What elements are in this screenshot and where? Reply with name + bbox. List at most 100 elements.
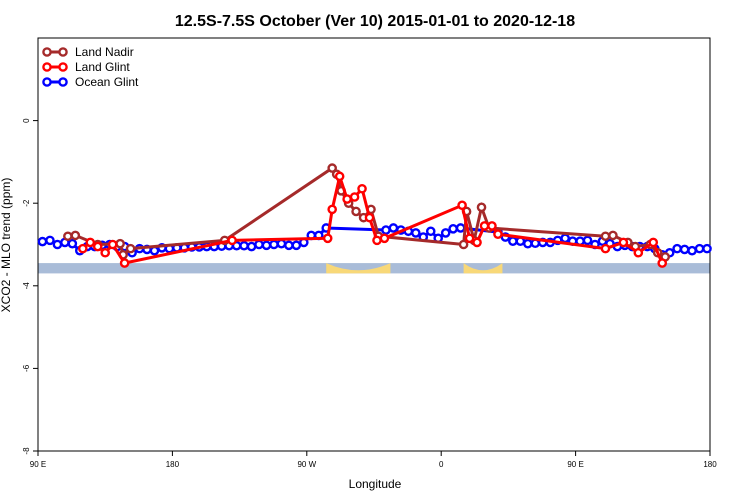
legend-swatch-marker bbox=[58, 47, 68, 57]
data-point bbox=[464, 233, 475, 244]
data-point bbox=[67, 238, 78, 249]
x-axis: 90 E 180 90 W 0 90 E 180 bbox=[30, 451, 717, 469]
data-point bbox=[100, 247, 110, 258]
legend-swatch-marker bbox=[42, 62, 52, 72]
data-point bbox=[608, 230, 618, 241]
data-point bbox=[52, 239, 63, 250]
data-point bbox=[523, 238, 533, 249]
data-point bbox=[269, 239, 279, 250]
data-point bbox=[379, 233, 390, 244]
data-point bbox=[479, 221, 490, 231]
data-point bbox=[63, 231, 73, 242]
data-point bbox=[508, 236, 518, 246]
data-point bbox=[261, 240, 272, 251]
series-layer bbox=[37, 163, 712, 268]
data-point bbox=[284, 240, 294, 251]
data-point bbox=[276, 238, 287, 249]
y-axis-label: XCO2 - MLO trend (ppm) bbox=[0, 178, 13, 313]
data-point bbox=[600, 231, 611, 242]
data-point bbox=[92, 241, 103, 252]
data-point bbox=[381, 225, 391, 235]
data-point bbox=[70, 230, 81, 241]
chart-title: 12.5S-7.5S October (Ver 10) 2015-01-01 t… bbox=[175, 13, 575, 30]
data-point bbox=[125, 243, 136, 254]
data-point bbox=[78, 243, 88, 254]
data-point bbox=[458, 239, 469, 250]
x-tick-label: 0 bbox=[439, 460, 444, 469]
data-point bbox=[342, 194, 352, 204]
data-point bbox=[694, 243, 705, 254]
data-point bbox=[648, 237, 659, 248]
plot-frame bbox=[37, 37, 711, 452]
data-point bbox=[372, 235, 382, 246]
data-point bbox=[115, 238, 125, 249]
data-point bbox=[672, 243, 682, 254]
data-point bbox=[448, 224, 458, 234]
land-patch bbox=[326, 263, 391, 274]
data-point bbox=[455, 223, 466, 233]
land-patch bbox=[463, 263, 503, 274]
data-point bbox=[227, 235, 237, 246]
y-tick-label: -2 bbox=[22, 199, 31, 207]
data-point bbox=[440, 228, 451, 238]
y-tick-label: 0 bbox=[22, 118, 31, 123]
data-point bbox=[702, 243, 712, 254]
data-point bbox=[37, 236, 48, 247]
x-axis-label: Longitude bbox=[349, 477, 402, 491]
data-point bbox=[618, 237, 629, 248]
data-point bbox=[239, 240, 249, 251]
data-point bbox=[411, 228, 421, 238]
x-tick-label: 90 E bbox=[567, 460, 583, 469]
ocean-band bbox=[38, 263, 710, 274]
series-ocean-glint bbox=[37, 223, 712, 260]
data-point bbox=[633, 247, 644, 258]
data-point bbox=[291, 240, 302, 251]
y-tick-label: -4 bbox=[22, 282, 31, 290]
data-point bbox=[246, 241, 257, 252]
data-point bbox=[349, 192, 360, 202]
data-point bbox=[657, 258, 668, 268]
data-point bbox=[388, 223, 399, 233]
data-point bbox=[351, 206, 361, 217]
data-point bbox=[119, 258, 130, 268]
data-point bbox=[425, 226, 436, 237]
data-point bbox=[322, 233, 333, 244]
legend-swatch-marker bbox=[58, 62, 68, 72]
data-point bbox=[493, 229, 503, 239]
data-point bbox=[457, 200, 467, 211]
data-point bbox=[45, 235, 55, 246]
data-point bbox=[600, 243, 611, 254]
x-tick-label: 180 bbox=[166, 460, 180, 469]
legend-swatch-marker bbox=[58, 77, 68, 87]
data-point bbox=[85, 237, 96, 248]
y-tick-label: -6 bbox=[22, 364, 31, 372]
data-point bbox=[472, 237, 482, 248]
x-tick-label: 180 bbox=[703, 460, 717, 469]
data-point bbox=[364, 212, 375, 223]
data-point bbox=[357, 183, 367, 194]
data-point bbox=[254, 239, 264, 250]
legend-label: Land Glint bbox=[75, 60, 130, 74]
data-point bbox=[679, 244, 690, 255]
y-axis: 0 -2 -4 -6 -8 bbox=[22, 118, 38, 455]
legend-label: Ocean Glint bbox=[75, 75, 139, 89]
legend-swatch-marker bbox=[42, 47, 52, 57]
legend-swatch-marker bbox=[42, 77, 52, 87]
data-point bbox=[687, 245, 697, 256]
surface-band bbox=[38, 263, 710, 274]
data-point bbox=[487, 221, 497, 231]
data-point bbox=[560, 233, 570, 244]
data-point bbox=[327, 204, 337, 215]
y-tick-label: -8 bbox=[22, 447, 31, 455]
data-point bbox=[107, 239, 118, 250]
data-point bbox=[327, 163, 337, 173]
series-land-glint bbox=[78, 170, 668, 268]
data-point bbox=[582, 235, 593, 246]
data-point bbox=[476, 202, 487, 213]
x-tick-label: 90 W bbox=[297, 460, 316, 469]
legend-label: Land Nadir bbox=[75, 45, 134, 59]
data-point bbox=[334, 171, 345, 182]
x-tick-label: 90 E bbox=[30, 460, 46, 469]
